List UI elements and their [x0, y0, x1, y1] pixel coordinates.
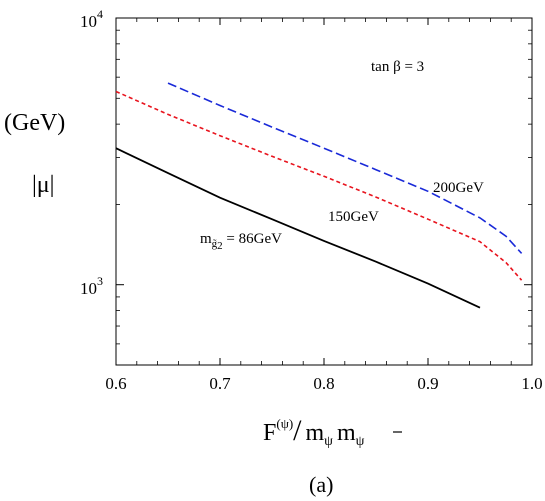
y-tick-1e4-base: 10	[80, 12, 97, 31]
series-label-150gev: 150GeV	[328, 209, 379, 225]
xlabel-slash: /	[293, 414, 302, 447]
series-label-86gev: mg̃2 = 86GeV	[200, 231, 282, 252]
x-tick-label: 0.7	[209, 374, 231, 393]
x-axis-label: F(ψ)/mψ mψ	[263, 414, 365, 449]
panel-label: (a)	[309, 472, 333, 497]
y-axis-symbol: |μ|	[32, 172, 54, 198]
axis-ticks	[115, 17, 533, 366]
xlabel-s1: ψ	[324, 434, 333, 449]
series-label-200gev: 200GeV	[433, 180, 484, 196]
label-86-sub: g̃	[212, 238, 218, 250]
x-tick-label: 1.0	[521, 374, 542, 393]
y-tick-label-1e4: 104	[80, 7, 103, 31]
label-86-sub2: 2	[217, 240, 223, 252]
y-tick-1e3-base: 10	[80, 279, 97, 298]
label-86-rest: = 86GeV	[223, 231, 282, 247]
tan-beta-annotation: tan β = 3	[371, 59, 424, 75]
y-tick-1e3-exp: 3	[97, 274, 103, 288]
series-line-0	[115, 147, 481, 309]
series-line-1	[115, 90, 523, 281]
x-tick-label: 0.8	[313, 374, 334, 393]
x-tick-label: 0.9	[417, 374, 438, 393]
y-tick-label-1e3: 103	[80, 274, 103, 298]
x-tick-labels: 0.6 0.7 0.8 0.9 1.0	[105, 374, 542, 393]
label-86-m: m	[200, 231, 212, 247]
series-layer	[115, 82, 523, 309]
xlabel-f: F	[263, 420, 276, 446]
y-tick-1e4-exp: 4	[97, 7, 103, 21]
xlabel-m1: m	[306, 420, 325, 446]
xlabel-sup: (ψ)	[276, 416, 293, 431]
series-line-2	[167, 82, 523, 254]
y-axis-unit: (GeV)	[4, 110, 65, 136]
xlabel-m2: m	[337, 420, 356, 446]
x-tick-label: 0.6	[105, 374, 126, 393]
xlabel-s2: ψ	[356, 434, 365, 449]
